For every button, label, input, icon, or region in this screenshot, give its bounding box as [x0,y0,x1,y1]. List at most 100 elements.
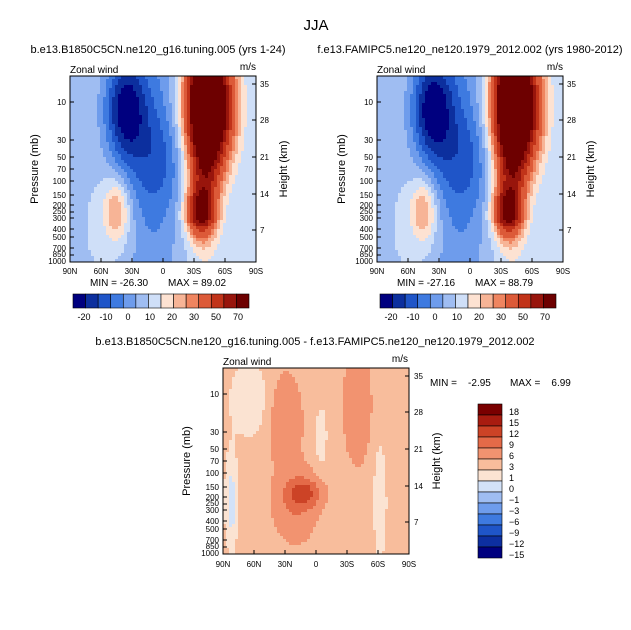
field-cell [73,226,77,230]
field-cell [250,112,254,116]
field-cell [232,184,236,188]
field-cell [133,94,137,98]
field-cell [124,211,128,215]
field-cell [145,232,149,236]
field-cell [253,94,257,98]
field-cell [160,205,164,209]
field-cell [479,118,483,122]
field-cell [223,85,227,89]
field-cell [82,199,86,203]
field-cell [73,187,77,191]
field-cell [181,118,185,122]
field-cell [205,247,209,251]
field-cell [235,172,239,176]
field-cell [211,100,215,104]
field-cell [154,214,158,218]
field-cell [103,142,107,146]
field-cell [214,166,218,170]
field-cell [94,133,98,137]
field-cell [226,100,230,104]
field-cell [115,115,119,119]
field-cell [521,82,525,86]
field-cell [229,259,233,263]
field-cell [181,184,185,188]
field-cell [118,100,122,104]
field-cell [184,232,188,236]
field-cell [82,151,86,155]
field-cell [223,187,227,191]
field-cell [476,79,480,83]
field-cell [187,214,191,218]
field-cell [232,238,236,242]
field-cell [70,163,74,167]
field-cell [166,190,170,194]
field-cell [121,244,125,248]
field-cell [109,232,113,236]
field-cell [238,154,242,158]
field-cell [148,178,152,182]
field-cell [211,220,215,224]
field-cell [220,94,224,98]
field-cell [148,115,152,119]
field-cell [94,196,98,200]
field-cell [488,109,492,113]
field-cell [404,94,408,98]
field-cell [169,220,173,224]
field-cell [452,91,456,95]
field-cell [97,205,101,209]
field-cell [118,193,122,197]
field-cell [247,184,251,188]
field-cell [97,103,101,107]
field-cell [199,103,203,107]
field-cell [229,160,233,164]
field-cell [380,127,384,131]
field-cell [202,235,206,239]
field-cell [205,166,209,170]
field-cell [118,163,122,167]
field-cell [208,85,212,89]
field-cell [395,94,399,98]
field-cell [160,151,164,155]
field-cell [455,82,459,86]
field-cell [199,169,203,173]
field-cell [407,91,411,95]
field-cell [70,82,74,86]
field-cell [79,130,83,134]
field-cell [91,253,95,257]
field-cell [112,118,116,122]
field-cell [250,88,254,92]
field-cell [148,100,152,104]
field-cell [518,112,522,116]
field-cell [106,181,110,185]
field-cell [175,241,179,245]
field-cell [428,127,432,131]
field-cell [395,109,399,113]
field-cell [437,97,441,101]
field-cell [386,121,390,125]
field-cell [413,91,417,95]
field-cell [163,136,167,140]
field-cell [91,142,95,146]
field-cell [166,94,170,98]
field-cell [121,181,125,185]
field-cell [163,169,167,173]
field-cell [253,211,257,215]
field-cell [76,82,80,86]
field-cell [112,226,116,230]
field-cell [118,181,122,185]
field-cell [100,202,104,206]
field-cell [163,238,167,242]
field-cell [244,115,248,119]
field-cell [202,142,206,146]
field-cell [130,130,134,134]
field-cell [217,199,221,203]
field-cell [425,82,429,86]
field-cell [148,142,152,146]
field-cell [91,199,95,203]
field-cell [395,88,399,92]
field-cell [244,130,248,134]
field-cell [464,127,468,131]
field-cell [166,88,170,92]
field-cell [190,130,194,134]
field-cell [202,190,206,194]
